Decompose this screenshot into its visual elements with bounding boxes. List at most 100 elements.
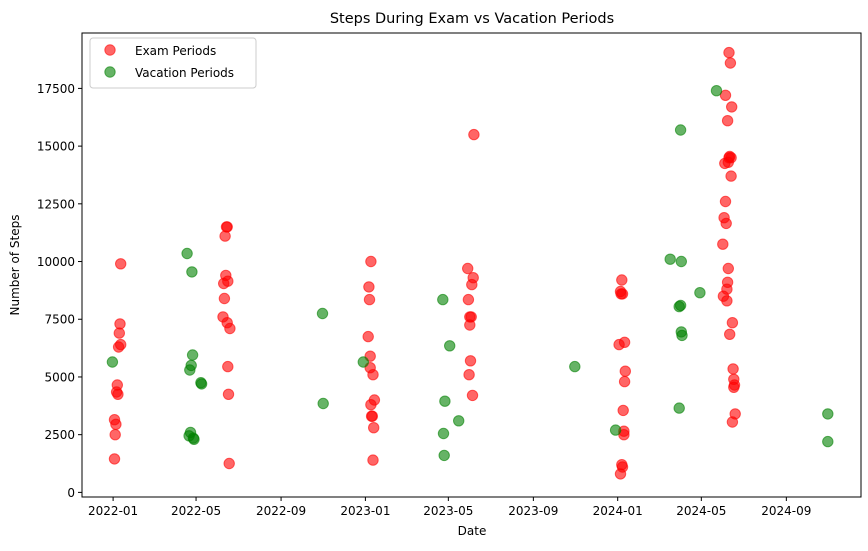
data-point <box>108 453 121 465</box>
data-point <box>466 389 479 402</box>
data-point <box>437 427 450 440</box>
y-tick-label: 2500 <box>44 428 75 442</box>
data-point <box>719 89 732 102</box>
data-point <box>618 375 631 388</box>
data-point <box>822 408 834 420</box>
data-point <box>467 272 479 284</box>
legend-marker-exam <box>104 44 116 56</box>
data-point <box>185 359 197 372</box>
x-tick-label: 2022-01 <box>88 504 138 518</box>
data-point <box>727 363 739 375</box>
data-point <box>444 340 456 352</box>
data-point <box>224 322 236 335</box>
x-tick-label: 2022-09 <box>256 504 306 518</box>
data-point <box>368 422 380 434</box>
data-point <box>463 369 475 381</box>
data-point <box>675 255 687 268</box>
legend-marker-vacation <box>104 66 116 78</box>
data-point <box>181 247 193 260</box>
data-point <box>619 365 631 377</box>
data-point <box>367 369 379 381</box>
x-tick-label: 2023-01 <box>340 504 390 518</box>
data-point <box>223 457 235 470</box>
data-point <box>222 360 234 373</box>
x-axis: 2022-01 2022-05 2022-09 2023-01 2023-05 2023-… <box>88 497 811 518</box>
data-point <box>664 253 676 265</box>
data-point <box>465 311 477 323</box>
legend: Exam Periods Vacation Periods <box>89 37 257 89</box>
legend-label-exam: Exam Periods <box>135 44 216 58</box>
data-point <box>222 275 234 287</box>
data-point <box>188 433 200 445</box>
y-tick-label: 5000 <box>44 370 75 384</box>
points-layer <box>106 46 834 480</box>
data-point <box>728 379 741 391</box>
data-point <box>365 255 377 268</box>
data-point <box>109 429 121 441</box>
data-point <box>822 435 834 448</box>
data-point <box>676 329 688 342</box>
data-point <box>362 330 374 343</box>
data-point <box>114 318 126 330</box>
data-point <box>721 295 733 307</box>
data-point <box>724 57 737 69</box>
series-vacation <box>106 85 834 462</box>
data-point <box>617 404 629 417</box>
data-point <box>726 101 738 113</box>
data-point <box>694 287 706 299</box>
x-tick-label: 2023-05 <box>423 504 473 518</box>
x-axis-label: Date <box>458 524 487 538</box>
y-tick-label: 17500 <box>37 82 75 96</box>
data-point <box>726 317 739 329</box>
data-point <box>724 328 736 340</box>
data-point <box>363 281 375 293</box>
y-axis: 0 2500 5000 7500 10000 12500 15000 17500 <box>37 82 82 500</box>
data-point <box>222 388 235 400</box>
data-point <box>219 230 231 242</box>
data-point <box>357 356 369 368</box>
data-point <box>438 449 450 462</box>
data-point <box>710 85 723 97</box>
chart-title: Steps During Exam vs Vacation Periods <box>330 11 614 27</box>
data-point <box>363 293 376 306</box>
data-point <box>719 195 732 208</box>
x-tick-label: 2023-09 <box>508 504 558 518</box>
data-point <box>115 258 127 270</box>
data-point <box>115 338 127 351</box>
y-tick-label: 12500 <box>37 197 75 211</box>
data-point <box>195 378 208 390</box>
data-point <box>367 454 379 466</box>
data-point <box>673 402 685 414</box>
legend-box <box>89 37 257 89</box>
legend-label-vacation: Vacation Periods <box>135 66 234 80</box>
data-point <box>721 276 734 288</box>
data-point <box>720 217 732 230</box>
data-point <box>221 221 233 233</box>
data-point <box>616 274 628 286</box>
data-point <box>569 360 581 373</box>
y-tick-label: 15000 <box>37 140 75 154</box>
data-point <box>674 299 687 312</box>
data-point <box>723 46 735 59</box>
data-point <box>725 170 737 182</box>
data-point <box>616 288 629 300</box>
data-point <box>725 152 737 164</box>
data-point <box>366 410 378 422</box>
data-point <box>112 388 124 400</box>
data-point <box>437 293 449 306</box>
y-axis-label: Number of Steps <box>8 215 22 316</box>
data-point <box>439 395 451 407</box>
data-point <box>616 461 629 473</box>
data-point <box>609 424 622 436</box>
data-point <box>218 292 231 305</box>
x-tick-label: 2024-05 <box>676 504 726 518</box>
data-point <box>368 394 381 406</box>
data-point <box>722 262 734 275</box>
y-tick-label: 10000 <box>37 255 75 269</box>
data-point <box>106 356 119 368</box>
x-tick-label: 2022-05 <box>171 504 221 518</box>
data-point <box>186 266 198 278</box>
plot-frame <box>81 32 862 498</box>
data-point <box>618 336 631 348</box>
x-tick-label: 2024-09 <box>761 504 811 518</box>
